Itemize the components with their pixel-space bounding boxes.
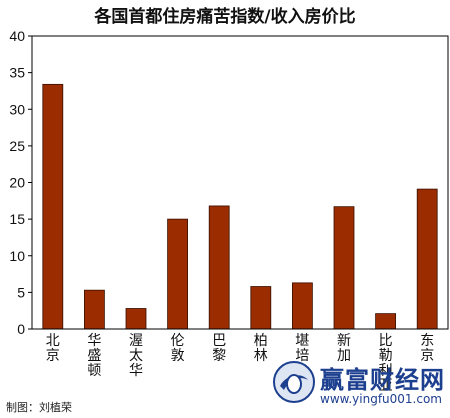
x-tick-label: 柏林	[254, 333, 268, 364]
x-tick-label: 华盛顿	[87, 333, 101, 379]
bar	[208, 205, 230, 330]
y-tick-label: 25	[9, 138, 25, 154]
y-tick-label: 15	[9, 211, 25, 227]
y-tick-label: 40	[9, 28, 25, 44]
x-tick-label: 堪培	[295, 333, 309, 364]
chart-title: 各国首都住房痛苦指数/收入房价比	[94, 7, 356, 27]
chart-credit: 制图：刘植荣	[6, 401, 72, 414]
x-tick-label: 东京	[420, 333, 434, 364]
y-tick-label: 30	[9, 101, 25, 117]
y-tick-label: 20	[9, 175, 25, 191]
bar	[416, 188, 438, 330]
x-tick-label: 比勒利亚	[379, 333, 393, 394]
watermark: 赢富财经网 www.yingfu001.com	[272, 356, 448, 416]
x-tick-label: 渥太华	[129, 333, 143, 379]
x-tick-label: 巴黎	[212, 333, 226, 364]
bar	[167, 218, 189, 330]
y-tick-label: 5	[17, 284, 25, 300]
watermark-logo-icon	[273, 361, 315, 403]
bar	[42, 83, 64, 330]
bar	[375, 313, 397, 330]
x-tick-label: 北京	[46, 333, 60, 364]
bar	[250, 286, 272, 330]
y-tick-label: 0	[17, 321, 25, 337]
bar	[333, 206, 355, 330]
bar	[125, 308, 147, 330]
y-tick-label: 10	[9, 248, 25, 264]
bar	[291, 282, 313, 330]
watermark-name: 赢富财经网	[320, 366, 445, 394]
watermark-url: www.yingfu001.com	[320, 392, 442, 406]
bar	[84, 289, 105, 330]
plot-frame	[31, 35, 449, 330]
y-tick-label: 35	[9, 65, 25, 81]
x-tick-label: 伦敦	[171, 333, 185, 364]
x-tick-label: 新加	[337, 333, 351, 364]
